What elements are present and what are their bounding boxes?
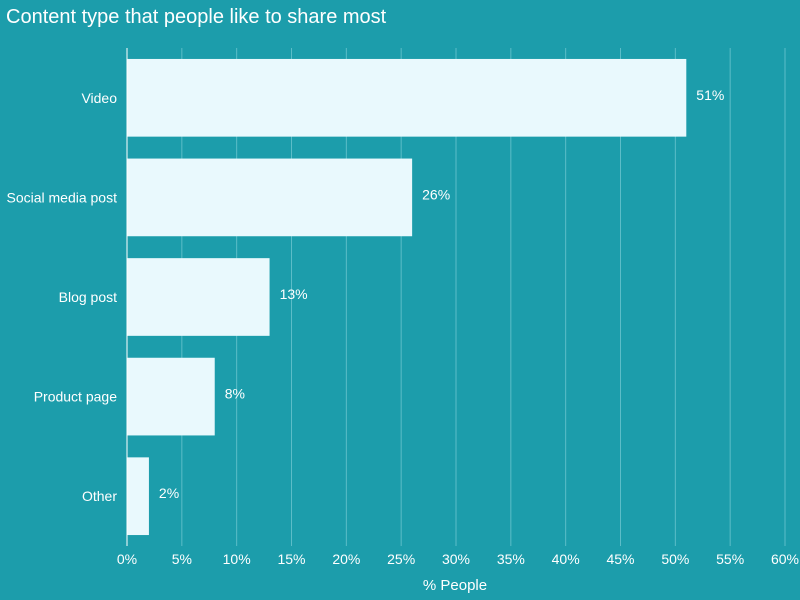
data-label: 2%: [159, 485, 179, 501]
x-tick-label: 25%: [387, 551, 415, 567]
x-tick-label: 15%: [277, 551, 305, 567]
bar: [127, 258, 270, 336]
bar: [127, 357, 215, 436]
category-label: Other: [82, 488, 117, 504]
x-tick-label: 60%: [771, 551, 799, 567]
x-tick-label: 35%: [497, 551, 525, 567]
category-label: Product page: [34, 389, 117, 405]
bars: [127, 58, 687, 536]
x-tick-label: 45%: [606, 551, 634, 567]
data-label: 26%: [422, 186, 450, 202]
x-axis-title: % People: [423, 577, 487, 594]
bar: [127, 457, 149, 536]
data-label: 8%: [225, 386, 245, 402]
data-label: 13%: [280, 286, 308, 302]
x-tick-label: 40%: [552, 551, 580, 567]
category-label: Social media post: [6, 189, 117, 205]
x-tick-label: 30%: [442, 551, 470, 567]
x-tick-label: 0%: [117, 551, 137, 567]
bar: [127, 158, 413, 237]
category-label: Video: [81, 90, 117, 106]
data-label: 51%: [696, 87, 724, 103]
labels: 0% 5% 10% 15% 20% 25% 30% 35% 40% 45% 50% 55% 60% Vid…: [6, 87, 799, 567]
bar: [127, 58, 687, 137]
x-tick-label: 5%: [172, 551, 192, 567]
x-tick-label: 50%: [661, 551, 689, 567]
category-label: Blog post: [59, 289, 117, 305]
x-tick-label: 20%: [332, 551, 360, 567]
x-tick-label: 10%: [223, 551, 251, 567]
chart-title: Content type that people like to share m…: [6, 6, 387, 28]
x-tick-label: 55%: [716, 551, 744, 567]
